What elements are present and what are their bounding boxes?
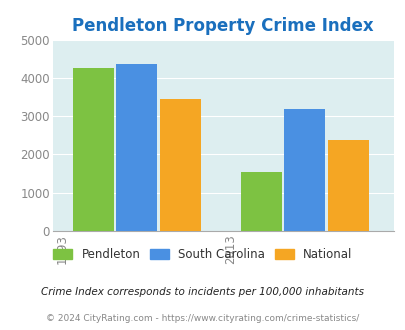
- Bar: [284, 110, 325, 231]
- Bar: [116, 64, 157, 231]
- Legend: Pendleton, South Carolina, National: Pendleton, South Carolina, National: [49, 244, 356, 266]
- Bar: [159, 99, 200, 231]
- Text: © 2024 CityRating.com - https://www.cityrating.com/crime-statistics/: © 2024 CityRating.com - https://www.city…: [46, 314, 359, 323]
- Bar: [241, 172, 281, 231]
- Title: Pendleton Property Crime Index: Pendleton Property Crime Index: [72, 17, 373, 35]
- Text: Crime Index corresponds to incidents per 100,000 inhabitants: Crime Index corresponds to incidents per…: [41, 287, 364, 297]
- Bar: [73, 68, 114, 231]
- Bar: [327, 140, 368, 231]
